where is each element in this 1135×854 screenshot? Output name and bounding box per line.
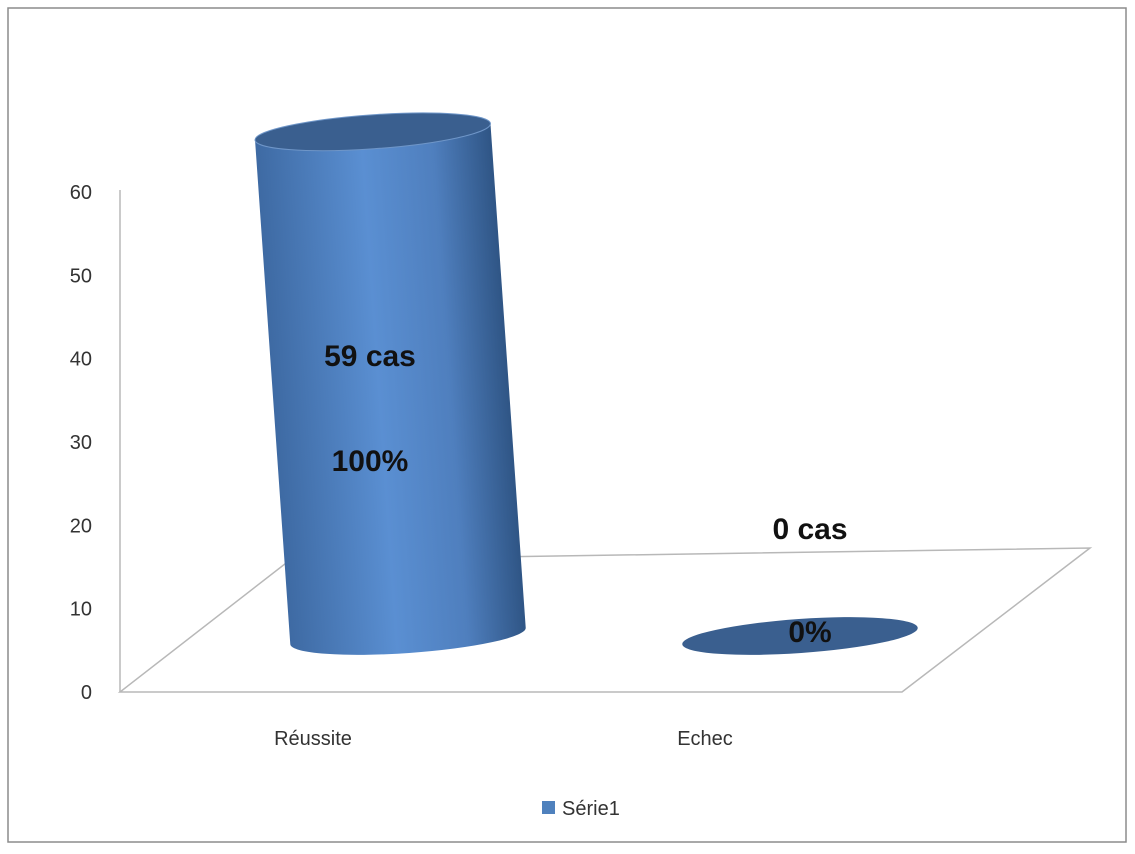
data-label-percent: 0% (788, 616, 831, 649)
bar-echec (682, 617, 918, 655)
data-label-count: 0 cas (772, 513, 847, 546)
data-label-count: 59 cas (324, 340, 416, 373)
bar-body (255, 123, 526, 655)
legend-swatch (542, 801, 555, 814)
bar-réussite (254, 112, 526, 655)
y-tick-label: 20 (70, 515, 92, 537)
y-tick-label: 0 (81, 682, 92, 704)
bar-top (682, 617, 918, 655)
data-label-percent: 100% (332, 445, 409, 478)
y-tick-label: 10 (70, 599, 92, 621)
chart-floor (117, 547, 1093, 693)
x-category-label: Echec (677, 728, 733, 750)
chart-border (7, 7, 1127, 843)
y-tick-label: 60 (70, 182, 92, 204)
bar-top (254, 112, 491, 152)
y-tick-label: 40 (70, 349, 92, 371)
y-tick-label: 50 (70, 265, 92, 287)
x-category-label: Réussite (274, 728, 352, 750)
legend-label: Série1 (562, 798, 620, 820)
y-tick-label: 30 (70, 432, 92, 454)
